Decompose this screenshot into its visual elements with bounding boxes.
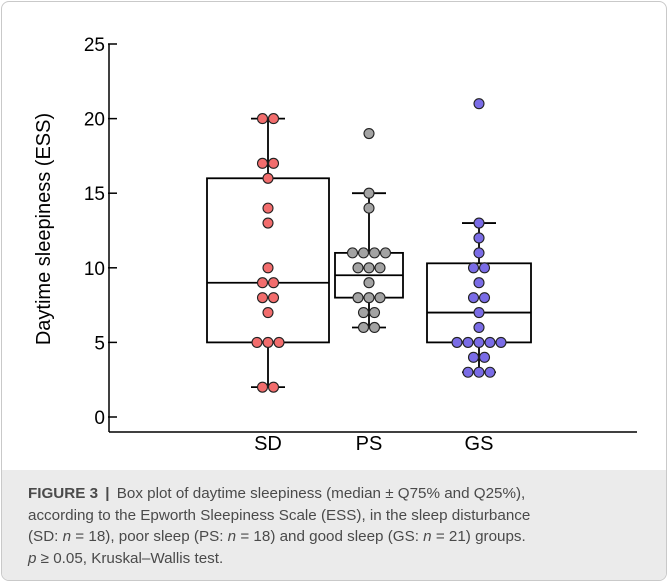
data-point-gs bbox=[467, 262, 480, 274]
data-point-ps bbox=[368, 247, 381, 259]
data-point-gs bbox=[473, 98, 485, 110]
figure-label: FIGURE 3 bbox=[28, 485, 99, 502]
data-point-sd bbox=[251, 336, 263, 348]
data-point-sd bbox=[267, 292, 280, 304]
data-point-sd bbox=[256, 157, 269, 169]
y-tick-label: 10 bbox=[84, 259, 105, 280]
data-point-ps bbox=[357, 247, 370, 259]
data-point-ps bbox=[374, 292, 386, 304]
data-point-gs bbox=[484, 336, 496, 348]
data-point-gs bbox=[462, 366, 474, 378]
data-point-sd bbox=[256, 113, 269, 125]
data-point-sd bbox=[262, 172, 274, 184]
data-point-gs bbox=[473, 307, 485, 319]
figure-caption: FIGURE 3 | Box plot of daytime sleepines… bbox=[28, 483, 648, 569]
n-symbol-ps: n bbox=[227, 528, 237, 545]
data-point-gs bbox=[473, 232, 485, 244]
p-symbol: p bbox=[28, 549, 37, 567]
caption-panel: FIGURE 3 | Box plot of daytime sleepines… bbox=[2, 470, 666, 580]
data-point-ps bbox=[357, 321, 370, 334]
data-point-ps bbox=[363, 277, 375, 289]
y-tick-label: 15 bbox=[84, 184, 105, 205]
caption-line-3c: = 18) and good sleep (GS: bbox=[236, 528, 424, 545]
data-point-ps bbox=[368, 307, 381, 319]
n-symbol-sd: n bbox=[62, 528, 72, 545]
data-point-gs bbox=[484, 366, 496, 378]
y-tick-label: 20 bbox=[84, 110, 105, 131]
data-point-sd bbox=[267, 113, 280, 125]
data-point-gs bbox=[473, 321, 485, 334]
data-point-gs bbox=[473, 336, 485, 348]
data-point-gs bbox=[473, 366, 485, 378]
data-point-gs bbox=[473, 247, 485, 259]
caption-line-3d: = 21) groups. bbox=[431, 528, 526, 545]
data-point-gs bbox=[467, 292, 480, 304]
data-point-gs bbox=[473, 277, 485, 289]
data-point-gs bbox=[495, 336, 507, 348]
box-plot-chart: 0 5 10 15 20 25 SD PS GS Daytime sleepiness (ESS… bbox=[33, 35, 637, 455]
data-point-gs bbox=[478, 351, 491, 363]
data-point-gs bbox=[451, 336, 463, 348]
data-point-sd bbox=[262, 202, 274, 214]
data-point-sd bbox=[256, 277, 269, 289]
data-point-sd bbox=[267, 277, 280, 289]
x-tick-label-sd: SD bbox=[254, 433, 282, 455]
data-point-gs bbox=[462, 336, 474, 348]
data-point-sd bbox=[267, 157, 280, 169]
data-point-ps bbox=[363, 202, 375, 214]
x-tick-label-gs: GS bbox=[465, 433, 494, 455]
data-point-gs bbox=[473, 217, 485, 229]
caption-line-4: ≥ 0.05, Kruskal–Wallis test. bbox=[36, 549, 224, 567]
data-point-ps bbox=[352, 292, 364, 304]
data-point-sd bbox=[262, 262, 274, 274]
n-symbol-gs: n bbox=[423, 528, 432, 545]
data-point-ps bbox=[379, 247, 392, 259]
x-tick-label-ps: PS bbox=[356, 433, 383, 455]
data-point-sd bbox=[262, 307, 274, 319]
data-point-sd bbox=[273, 336, 285, 348]
data-point-ps bbox=[352, 262, 364, 274]
data-point-ps bbox=[363, 187, 375, 199]
data-point-sd bbox=[256, 381, 269, 393]
caption-line-3b: = 18), poor sleep (PS: bbox=[71, 528, 228, 545]
caption-line-3a: (SD: bbox=[28, 528, 63, 545]
data-point-sd bbox=[256, 292, 269, 304]
data-point-ps bbox=[363, 292, 375, 304]
data-point-ps bbox=[346, 247, 359, 259]
caption-line-1: Box plot of daytime sleepiness (median ±… bbox=[116, 485, 526, 502]
caption-line-2: according to the Epworth Sleepiness Scal… bbox=[28, 506, 531, 524]
y-tick-label: 0 bbox=[94, 408, 105, 429]
data-point-ps bbox=[368, 321, 381, 334]
caption-separator: | bbox=[105, 485, 110, 502]
y-tick-label: 5 bbox=[94, 333, 105, 354]
data-point-sd bbox=[262, 217, 274, 229]
data-point-ps bbox=[363, 262, 375, 274]
y-axis-label: Daytime sleepiness (ESS) bbox=[33, 113, 55, 345]
data-point-gs bbox=[467, 351, 480, 363]
data-point-sd bbox=[262, 336, 274, 348]
y-tick-label: 25 bbox=[84, 35, 105, 56]
data-point-ps bbox=[357, 307, 370, 319]
data-point-gs bbox=[478, 262, 491, 274]
data-point-ps bbox=[363, 127, 375, 140]
data-point-sd bbox=[267, 381, 280, 393]
data-point-gs bbox=[478, 292, 491, 304]
data-point-ps bbox=[374, 262, 386, 274]
